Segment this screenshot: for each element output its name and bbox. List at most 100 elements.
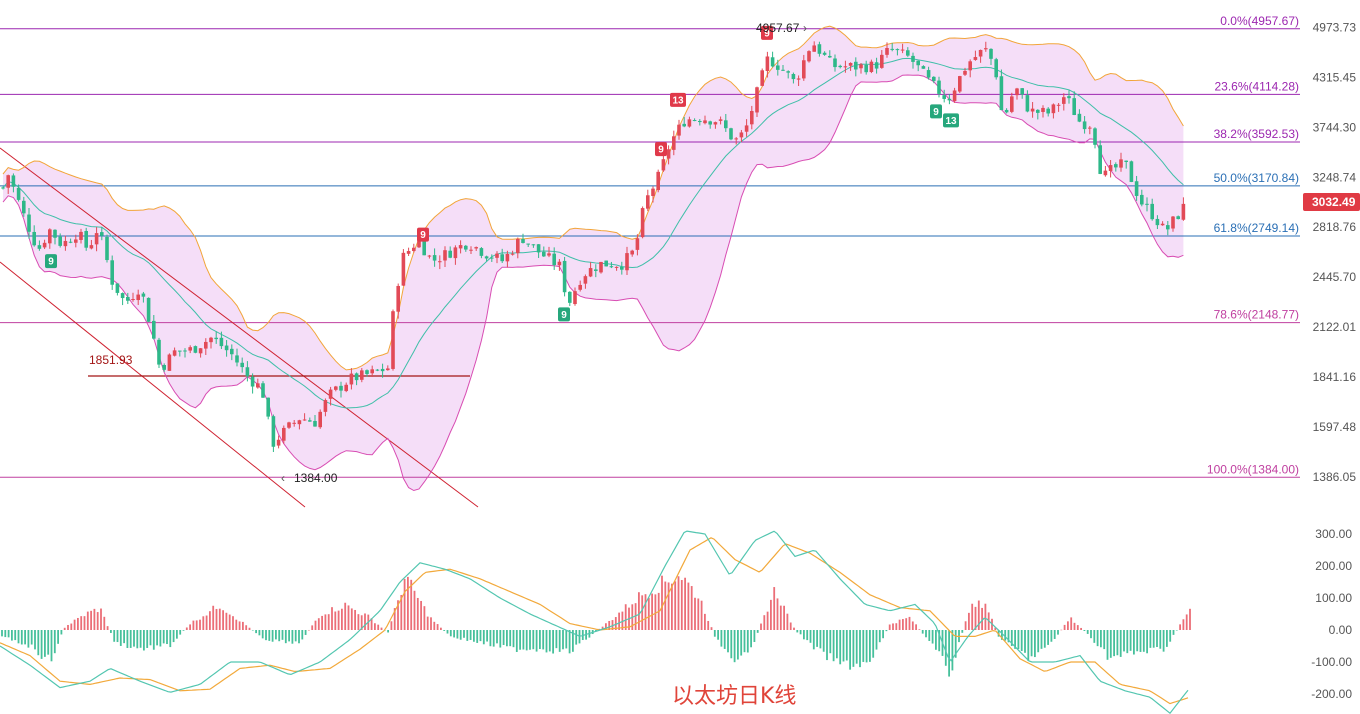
macd-bar [176,630,178,639]
candle-body [968,61,972,71]
candle-body [734,138,738,140]
bollinger-upper [2,25,1184,371]
macd-bar [548,630,551,652]
macd-bar [291,630,294,644]
macd-bar [687,582,690,630]
macd-bar [189,624,191,630]
candle-body [432,255,437,261]
macd-bar [159,630,162,647]
candle-body [42,242,47,248]
macd-bar [624,604,627,630]
candle-body [770,57,775,67]
macd-bar [819,630,822,649]
macd-bar [1010,630,1013,646]
td-marker [558,307,570,322]
macd-bar [885,630,888,632]
candle-body [500,254,504,262]
macd-bar [103,616,106,630]
macd-bar [47,630,50,655]
macd-bar [845,630,848,661]
candle-body [370,369,374,374]
macd-bar [1086,630,1089,634]
macd-bar [443,630,446,631]
candle-body [578,284,582,290]
candle-body [141,293,146,297]
candle-body [573,291,577,305]
candle-body [1155,218,1160,226]
candle-body [1166,225,1170,230]
macd-bar [374,623,376,630]
high-arrow: › [803,21,807,35]
candle-body [1030,108,1035,112]
candle-body [458,245,463,249]
candle-body [859,64,863,69]
fib-label: 50.0%(3170.84) [1214,171,1299,185]
macd-bar [4,630,7,638]
candle-body [932,76,936,81]
price-axis: 4973.73 4315.45 3744.30 3248.74 2818.76 2445.… [1313,21,1357,484]
price-tick-label: 4973.73 [1313,21,1357,35]
candle-body [900,49,905,51]
macd-bar [872,630,875,658]
macd-bar [116,630,119,643]
price-tag-box [1303,193,1360,211]
macd-bar [1100,630,1102,648]
candle-body [708,121,712,125]
candle-body [978,49,983,57]
candle-body [334,386,338,390]
macd-bar [519,630,521,650]
candle-body [661,159,666,171]
candle-body [869,61,874,73]
candle-body [952,90,957,102]
macd-bar [133,630,135,647]
macd-bar [1034,630,1036,658]
macd-bar [568,630,571,654]
macd-bar [278,630,281,642]
candle-body [292,422,296,424]
candle-body [635,238,640,250]
macd-bar [1146,630,1148,654]
macd-bar [430,617,432,630]
macd-bar [803,630,805,640]
candle-body [791,74,796,80]
macd-bar [1067,621,1069,630]
macd-bar [390,621,393,630]
macd-bar [93,608,96,630]
candle-body [843,66,848,68]
candle-body [219,337,224,347]
macd-bar [347,605,350,630]
candle-body [552,253,556,266]
macd-bar [463,630,465,638]
macd-bar [911,621,914,630]
td-marker-label: 9 [420,230,426,241]
candle-body [625,253,629,271]
candle-body [880,54,884,68]
candle-body [666,149,671,159]
macd-bar [532,630,535,650]
macd-bar [799,630,802,635]
candle-body [464,245,468,250]
candle-body [1114,164,1118,168]
candle-body [651,188,655,196]
macd-bar [750,630,752,648]
candle-body [1160,223,1165,226]
candle-body [994,59,998,78]
macd-bar [321,615,323,630]
macd-bar [261,630,264,639]
macd-bar [456,630,459,639]
macd-bar [931,630,934,644]
macd-bar [44,630,46,657]
macd-bar [892,623,894,630]
macd-bar [73,619,76,630]
price-tick-label: 1841.16 [1313,370,1357,384]
macd-bar [723,630,726,649]
macd-bar [1152,630,1155,648]
candle-body [828,55,832,58]
candle-body [1134,181,1139,196]
price-tick-label: 1597.48 [1313,420,1357,434]
macd-bar [126,630,129,649]
macd-bar [1037,630,1040,653]
macd-bar [453,630,455,638]
candle-body [63,240,68,247]
macd-bar [968,612,970,630]
